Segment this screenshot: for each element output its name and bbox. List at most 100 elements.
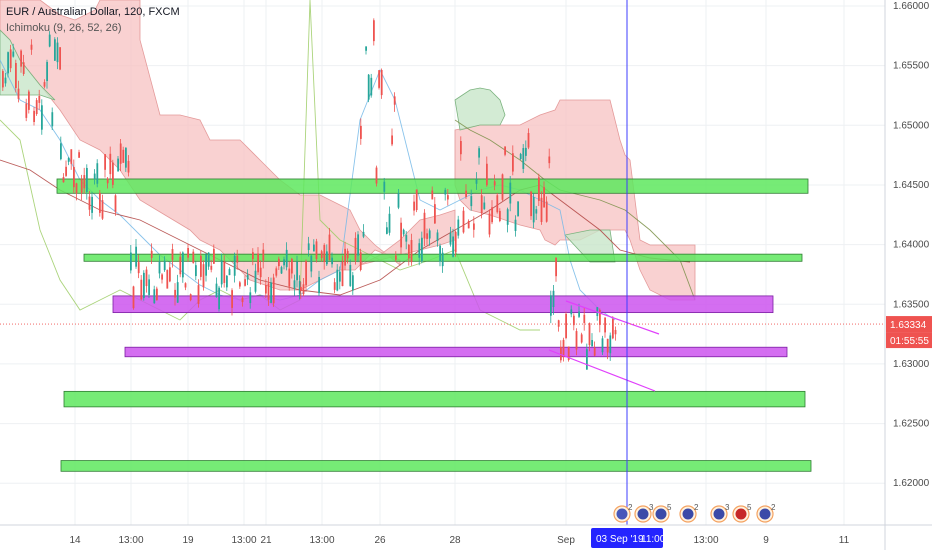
candle-body <box>599 309 601 325</box>
candle-body <box>548 156 551 164</box>
candle-body <box>96 163 99 184</box>
candle-body <box>555 257 557 277</box>
candle-body <box>207 252 210 267</box>
candle-body <box>418 243 421 258</box>
candle-body <box>231 290 233 308</box>
candle-body <box>236 255 239 263</box>
candle-body <box>140 279 143 300</box>
candle-body <box>4 77 7 84</box>
candle-body <box>267 283 270 300</box>
candle-body <box>532 197 535 223</box>
candle-body <box>195 265 197 277</box>
candle-body <box>156 288 158 301</box>
candle-body <box>228 269 231 276</box>
indicator-label[interactable]: Ichimoku (9, 26, 52, 26) <box>6 22 122 34</box>
current-price-label: 1.63334 <box>890 320 927 331</box>
candle-body <box>426 233 428 239</box>
candle-body <box>106 178 109 184</box>
candle-body <box>205 254 207 276</box>
candle-body <box>408 244 410 259</box>
event-flag-icon[interactable]: 2 <box>679 503 699 523</box>
event-count-label: 5 <box>747 503 752 512</box>
candle-body <box>552 290 555 308</box>
candle-body <box>586 349 588 370</box>
candle-body <box>562 339 565 357</box>
candle-body <box>88 196 91 210</box>
candle-body <box>70 149 73 164</box>
candle-body <box>543 187 545 208</box>
candle-body <box>169 267 171 282</box>
candle-body <box>226 275 228 288</box>
candle-body <box>109 153 112 175</box>
candle-body <box>78 152 80 158</box>
candle-body <box>38 95 41 103</box>
candle-body <box>305 261 307 286</box>
candle-body <box>593 347 596 356</box>
candle-body <box>452 236 454 257</box>
candle-body <box>112 162 114 185</box>
candle-body <box>496 195 499 213</box>
event-badges[interactable]: 2 3 5 2 3 5 2 <box>613 503 776 523</box>
symbol-title[interactable]: EUR / Australian Dollar, 120, FXCM <box>6 6 180 18</box>
candle-body <box>357 234 359 256</box>
candle-body <box>362 231 365 237</box>
candle-body <box>179 256 182 275</box>
candle-body <box>33 110 35 122</box>
event-flag-icon[interactable]: 5 <box>732 503 752 523</box>
x-tick-label: 13:00 <box>231 535 256 546</box>
crosshair-date-label: 03 Sep '19 <box>596 534 644 545</box>
event-flag-disc <box>759 508 771 520</box>
event-flag-icon[interactable]: 2 <box>756 503 776 523</box>
candle-body <box>483 202 486 209</box>
candle-body <box>465 190 467 197</box>
candle-body <box>296 261 298 281</box>
candle-body <box>370 77 373 96</box>
candle-body <box>46 61 48 82</box>
candle-body <box>200 255 202 277</box>
candle-body <box>127 160 130 173</box>
candle-body <box>300 286 302 292</box>
candle-body <box>410 240 413 263</box>
candle-body <box>354 237 357 261</box>
candle-body <box>349 264 352 286</box>
event-flag-icon[interactable]: 3 <box>634 503 654 523</box>
event-flag-disc <box>735 508 747 520</box>
trendlines[interactable] <box>548 300 660 392</box>
candle-body <box>535 209 538 214</box>
candle-body <box>315 241 318 260</box>
event-flag-icon[interactable]: 5 <box>652 503 672 523</box>
candle-body <box>80 179 83 193</box>
x-tick-label: 21 <box>260 535 272 546</box>
candle-body <box>449 232 452 245</box>
candle-body <box>137 262 140 274</box>
event-count-label: 2 <box>694 503 699 512</box>
candle-body <box>565 313 567 339</box>
candle-body <box>560 346 562 361</box>
candle-body <box>460 141 462 155</box>
candle-body <box>614 329 617 335</box>
candle-body <box>388 213 391 233</box>
candle-body <box>339 271 341 282</box>
candle-body <box>514 219 517 231</box>
candle-body <box>254 270 257 292</box>
candle-body <box>402 229 405 235</box>
candle-body <box>488 213 491 235</box>
candle-body <box>171 249 174 260</box>
candle-body <box>380 69 383 96</box>
candle-body <box>575 331 578 350</box>
candle-body <box>153 289 156 304</box>
candle-body <box>391 135 393 145</box>
candle-body <box>573 315 575 326</box>
x-tick-label: 13:00 <box>309 535 334 546</box>
candle-body <box>352 275 354 291</box>
event-flag-icon[interactable]: 2 <box>613 503 633 523</box>
event-flag-icon[interactable]: 3 <box>710 503 730 523</box>
candle-body <box>578 311 580 317</box>
candle-body <box>395 255 397 260</box>
candle-body <box>93 173 96 180</box>
event-count-label: 2 <box>771 503 776 512</box>
x-tick-label: 9 <box>763 535 769 546</box>
candle-body <box>606 338 609 353</box>
